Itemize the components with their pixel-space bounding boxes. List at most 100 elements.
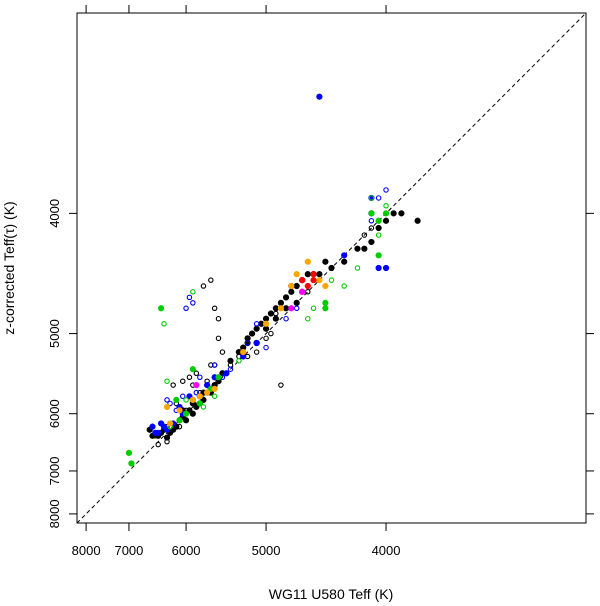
data-point	[322, 258, 329, 265]
data-point	[368, 225, 375, 231]
data-point	[299, 288, 306, 295]
data-point	[190, 289, 196, 295]
data-point	[166, 420, 174, 427]
data-point	[197, 374, 203, 381]
data-point	[193, 389, 200, 396]
data-point	[176, 407, 183, 414]
data-point	[322, 299, 329, 306]
data-point	[305, 289, 311, 295]
data-point	[368, 238, 375, 246]
data-point	[375, 217, 382, 224]
data-point	[227, 357, 234, 364]
data-point	[278, 382, 284, 388]
data-point	[176, 417, 183, 424]
data-point	[170, 382, 176, 388]
data-point	[375, 195, 382, 201]
data-point	[155, 441, 161, 448]
data-point	[368, 218, 375, 224]
data-point	[288, 282, 295, 290]
data-point	[240, 348, 247, 356]
x-tick-label: 8000	[72, 543, 101, 558]
data-point	[176, 423, 183, 430]
data-point	[375, 224, 382, 232]
data-point	[167, 400, 173, 407]
data-point	[375, 232, 382, 238]
data-point	[310, 305, 317, 312]
data-point	[215, 315, 222, 322]
data-point	[189, 396, 196, 403]
data-point	[293, 300, 300, 306]
data-point	[215, 335, 222, 342]
data-point	[253, 349, 260, 355]
x-axis-top	[85, 5, 387, 13]
data-point	[227, 366, 234, 372]
data-point	[262, 320, 270, 327]
y-axis-title: z-corrected Teff(τ) (K)	[1, 201, 17, 334]
data-point	[328, 264, 335, 272]
y-axis-right	[586, 212, 594, 515]
data-point	[180, 393, 186, 400]
data-point	[236, 358, 242, 364]
data-point	[183, 305, 189, 312]
data-point	[293, 271, 300, 278]
data-point	[215, 374, 222, 381]
data-point	[189, 366, 196, 373]
data-point	[208, 362, 214, 368]
x-axis-bottom: 8000 7000 6000 5000 4000	[72, 523, 400, 558]
data-point	[288, 305, 295, 312]
data-point	[183, 397, 189, 403]
data-point	[163, 403, 171, 411]
data-point	[341, 258, 348, 265]
data-point	[341, 283, 347, 289]
data-point	[155, 429, 162, 436]
data-point	[288, 288, 295, 295]
data-point	[223, 370, 230, 377]
data-point	[208, 277, 214, 283]
data-point	[368, 210, 375, 217]
data-point	[268, 330, 274, 337]
data-point	[164, 378, 170, 384]
data-point	[273, 310, 279, 317]
data-point	[316, 271, 323, 278]
data-point	[186, 374, 193, 381]
data-point	[310, 277, 317, 284]
data-point	[182, 417, 190, 424]
data-point	[304, 282, 311, 290]
scatter-points	[125, 93, 421, 467]
data-point	[272, 315, 279, 322]
data-point	[277, 305, 284, 312]
data-point	[125, 449, 133, 456]
data-point	[328, 277, 335, 283]
data-point	[316, 277, 323, 284]
data-point	[149, 423, 156, 430]
data-point	[128, 460, 135, 467]
data-point	[161, 321, 167, 327]
data-point	[163, 426, 171, 433]
data-point	[375, 252, 382, 259]
data-point	[193, 370, 200, 377]
data-point	[390, 210, 397, 217]
data-point	[211, 393, 218, 400]
data-point	[211, 305, 218, 312]
data-point	[263, 344, 269, 351]
data-point	[186, 294, 193, 301]
data-point	[382, 264, 390, 272]
data-point	[310, 271, 317, 278]
data-point	[253, 325, 260, 332]
plot-frame	[76, 12, 587, 524]
data-point	[200, 283, 207, 289]
data-point	[164, 397, 170, 403]
data-point	[204, 389, 211, 396]
data-point	[211, 362, 218, 368]
data-point	[316, 93, 323, 100]
data-point	[304, 258, 311, 265]
y-tick-label: 6000	[47, 399, 62, 428]
data-point	[253, 339, 260, 347]
y-axis-left: 8000 7000 6000 5000 4000	[47, 199, 77, 528]
data-point	[322, 305, 329, 312]
data-point	[322, 282, 329, 290]
data-point	[267, 310, 275, 317]
x-tick-label: 5000	[252, 543, 281, 558]
x-axis-title: WG11 U580 Teff (K)	[269, 586, 394, 602]
